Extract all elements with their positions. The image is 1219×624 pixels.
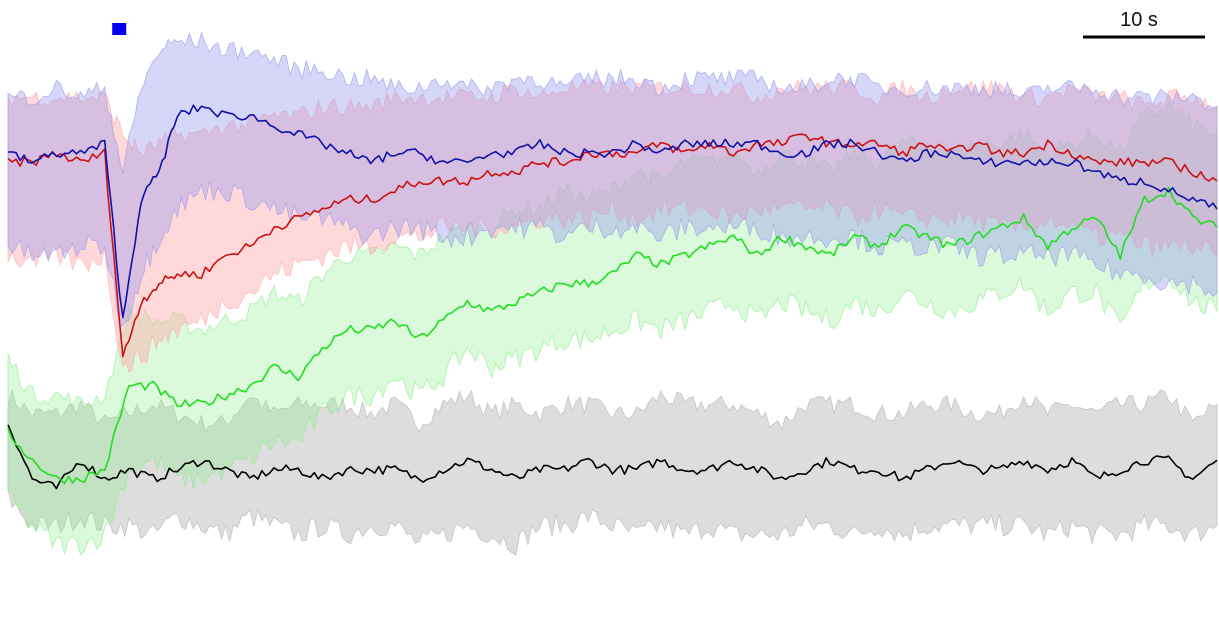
series-3-band bbox=[7, 31, 1218, 328]
scale-bar: 10 s bbox=[1083, 9, 1205, 39]
scale-bar-label: 10 s bbox=[1120, 9, 1158, 31]
series-2-mean-line bbox=[7, 133, 1218, 358]
confidence-bands bbox=[7, 31, 1218, 556]
series-1-mean-line bbox=[7, 186, 1218, 485]
stimulus-marker bbox=[112, 23, 127, 35]
series-0-mean-line bbox=[7, 424, 1218, 490]
series-1-band bbox=[7, 101, 1218, 556]
series-3-mean-line bbox=[7, 104, 1218, 319]
mean-traces bbox=[7, 104, 1218, 490]
